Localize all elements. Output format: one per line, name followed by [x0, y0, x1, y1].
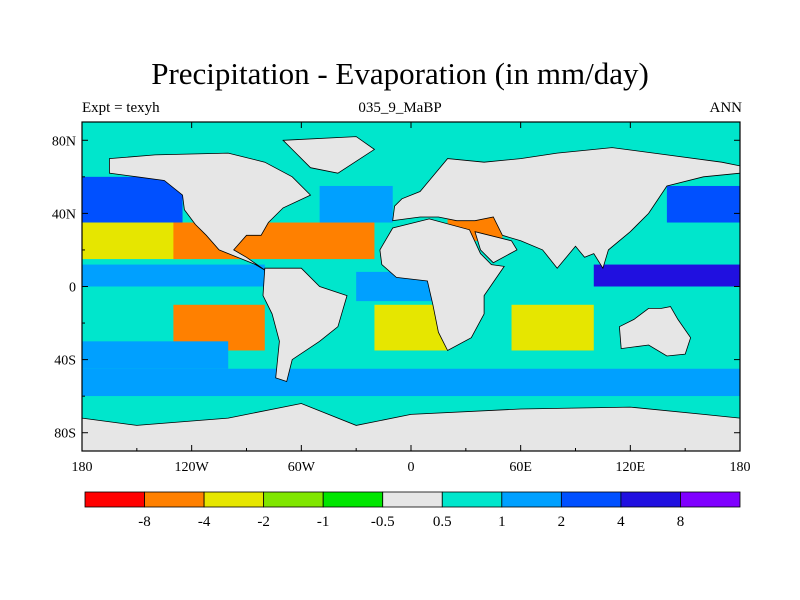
colorbar-box	[84, 491, 145, 508]
x-tick-label: 180	[730, 460, 751, 475]
x-tick-label: 0	[408, 460, 415, 475]
field-band-7	[82, 264, 265, 287]
colorbar-label: -2	[257, 514, 270, 530]
colorbar-label: -4	[198, 514, 211, 530]
colorbar-box	[620, 491, 681, 508]
x-axis: 180 120W 60W 0 60E 120E 180	[72, 122, 751, 475]
x-tick-label: 120W	[175, 460, 210, 475]
x-tick-label: 60E	[509, 460, 532, 475]
y-tick-label: 80N	[52, 134, 76, 149]
field-band-1	[82, 176, 183, 223]
experiment-label: Expt = texyh	[82, 100, 160, 116]
colorbar-box	[322, 491, 384, 508]
y-tick-label: 80S	[54, 427, 76, 442]
colorbar-box	[441, 491, 503, 508]
season-label: ANN	[709, 100, 743, 116]
x-tick-label: 60W	[288, 460, 316, 475]
colorbar-label: 2	[558, 514, 566, 530]
y-axis: 80N 40N 0 40S 80S	[52, 134, 740, 442]
y-tick-label: 40S	[54, 354, 76, 369]
run-label: 035_9_MaBP	[358, 100, 442, 116]
colorbar-box	[144, 491, 205, 508]
field-band-14	[82, 368, 740, 397]
colorbar-label: -0.5	[371, 514, 395, 530]
field-band-2	[319, 185, 393, 223]
chart-title: Precipitation - Evaporation (in mm/day)	[151, 56, 649, 91]
colorbar-label: -8	[138, 514, 151, 530]
land-africa	[379, 218, 505, 352]
field-band-8	[593, 264, 740, 287]
x-tick-label: 180	[72, 460, 93, 475]
colorbar-box	[263, 491, 324, 508]
colorbar: -8 -4 -2 -1 -0.5 0.5 1 2 4 8	[84, 491, 741, 530]
colorbar-box	[560, 491, 622, 508]
colorbar-label: 0.5	[433, 514, 452, 530]
colorbar-box	[501, 491, 562, 508]
y-tick-label: 0	[69, 281, 76, 296]
field-band-3	[666, 185, 740, 223]
land-north-america	[109, 152, 312, 271]
land-south-america	[262, 267, 348, 383]
colorbar-box	[680, 491, 741, 508]
colorbar-label: 8	[677, 514, 685, 530]
plot-area	[82, 122, 740, 451]
colorbar-label: 4	[617, 514, 625, 530]
field-band-13	[82, 341, 229, 369]
land-antarctica	[82, 403, 740, 451]
land-eurasia	[392, 147, 740, 270]
colorbar-box	[203, 491, 265, 508]
land-australia	[618, 306, 692, 357]
colorbar-box	[382, 491, 443, 508]
x-tick-label: 120E	[616, 460, 646, 475]
colorbar-label: -1	[317, 514, 330, 530]
land-arabia	[474, 231, 518, 264]
colorbar-label: 1	[498, 514, 506, 530]
y-tick-label: 40N	[52, 207, 76, 222]
land-greenland	[282, 136, 376, 174]
field-band-12	[511, 304, 594, 351]
